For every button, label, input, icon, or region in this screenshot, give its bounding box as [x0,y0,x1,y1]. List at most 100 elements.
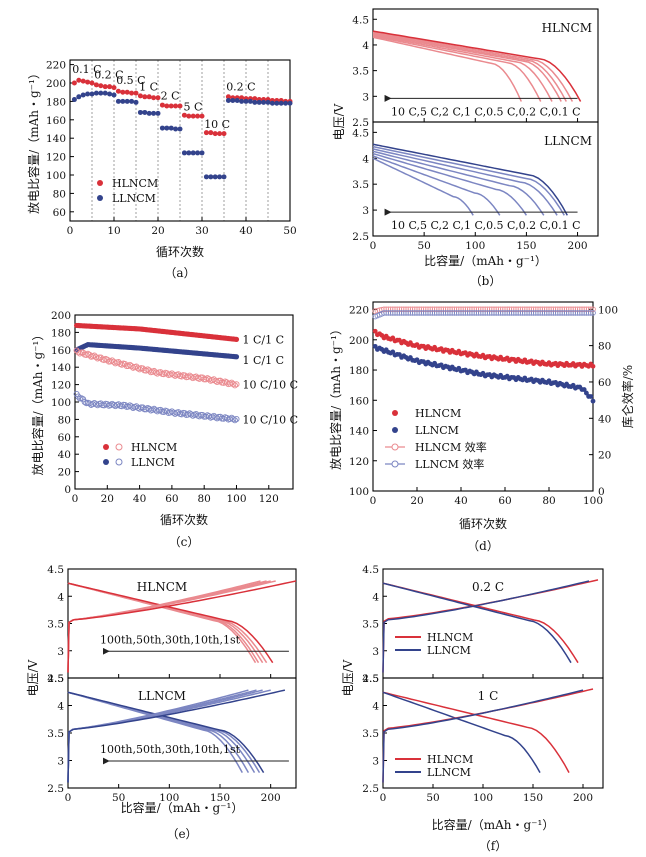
data-point [462,310,469,316]
y-tick-label: 100 [51,397,71,409]
legend-marker [392,427,398,433]
data-point [550,310,557,316]
rate-label: 0.2 C [94,68,123,81]
data-point [133,99,139,105]
chart-a: 0 10 20 30 40 50 60 80 100 120 140 160 180 200 220 0.1 … [26,59,297,280]
data-point [199,113,205,119]
data-point [93,82,99,88]
chart-d: 0 20 40 60 80 100 100 120 140 160 180 200 220 0 20 40 60… [328,301,635,553]
data-point [407,310,414,316]
legend-marker [115,458,123,466]
data-point [464,310,471,316]
data-point [414,310,420,316]
y-tick-label: 40 [58,449,71,461]
data-point [129,90,135,96]
y-tick-label: 140 [349,426,369,438]
rate-label: 0.2 C [226,80,255,93]
data-point [173,103,179,109]
chart-e: 2.5 3 3.5 4 4.5 HLNCM 100th,50th,30th,10th,1st… [26,564,297,841]
legend-marker [103,459,109,465]
discharge-curve [372,157,474,216]
data-point [76,94,82,100]
data-point [115,98,121,104]
y2-tick-label: 0 [598,486,605,498]
discharge-curve-hlncm [382,691,570,773]
data-point [243,98,249,104]
data-point [372,328,378,334]
data-point [102,90,108,96]
legend-label: LLNCM [131,456,175,469]
y2-axis-label: 库仑效率/% [620,365,635,428]
y-axis-label: 放电比容量/（mAh・g⁻¹） [30,329,45,476]
caption: （b） [470,274,502,288]
x-tick-label: 30 [195,225,208,237]
data-point [252,99,258,105]
legend-marker [392,410,398,416]
data-point [212,174,218,180]
charge-curve [67,580,271,673]
legend-label: HLNCM [427,631,473,644]
data-point [233,354,240,360]
y-tick-label: 160 [46,115,66,127]
caption: （c） [169,535,200,549]
y-tick-label: 20 [58,467,71,479]
x-tick-label: 100 [583,495,603,507]
data-point [497,310,504,316]
data-point [177,103,183,109]
x-tick-label: 80 [197,493,210,505]
x-tick-label: 80 [542,495,555,507]
data-point [431,310,438,316]
y-tick-label: 160 [349,395,369,407]
x-tick-label: 0 [65,792,72,804]
y-tick-label: 4 [57,701,64,713]
data-point [506,310,513,316]
data-point [155,110,161,116]
data-point [447,310,453,316]
x-axis-label: 比容量/（mAh・g⁻¹） [121,800,244,815]
data-point [208,174,214,180]
x-tick-label: 100 [465,240,485,252]
data-point [159,125,165,131]
rate-label: 5 C [184,101,203,114]
data-point [429,310,436,316]
y-tick-label: 120 [349,456,369,468]
y-tick-label: 3.5 [47,619,64,631]
data-point [217,174,223,180]
data-point [181,150,187,156]
x-tick-label: 200 [261,792,281,804]
y-tick-label: 3 [372,646,379,658]
data-point [572,310,579,316]
x-tick-label: 20 [101,493,114,505]
y-tick-label: 80 [58,414,71,426]
data-point [420,310,427,316]
data-point [438,310,445,316]
legend-marker [391,460,399,468]
data-point [151,110,157,116]
data-point [590,310,596,316]
arrow-label: 10 C,5 C,2 C,1 C,0.5 C,0.2 C,0.1 C [391,105,581,118]
x-tick-label: 40 [239,225,252,237]
y-tick-label: 4 [57,591,64,603]
legend-label: LLNCM [427,644,471,657]
data-point [581,387,587,392]
data-point [502,310,508,316]
data-point [111,92,117,98]
y-tick-label: 220 [349,305,369,317]
chart-c: 0 20 40 60 80 100 120 0 20 40 60 80 100 120 140 160 180 2… [30,310,298,549]
data-point [195,113,201,119]
data-point [89,80,95,86]
data-point [261,99,267,105]
y-tick-label: 3 [57,646,64,658]
arrow-label: 100th,50th,30th,10th,1st [100,633,241,646]
data-point [458,310,464,316]
data-point [151,95,157,101]
panel-label: 0.2 C [472,580,504,594]
y-tick-label: 100 [349,486,369,498]
data-point [590,398,596,404]
y-tick-label: 140 [51,362,71,374]
data-point [392,310,398,316]
data-point [208,130,214,136]
rate-label: 0.1 C [72,63,101,76]
y2-tick-label: 20 [598,450,611,462]
